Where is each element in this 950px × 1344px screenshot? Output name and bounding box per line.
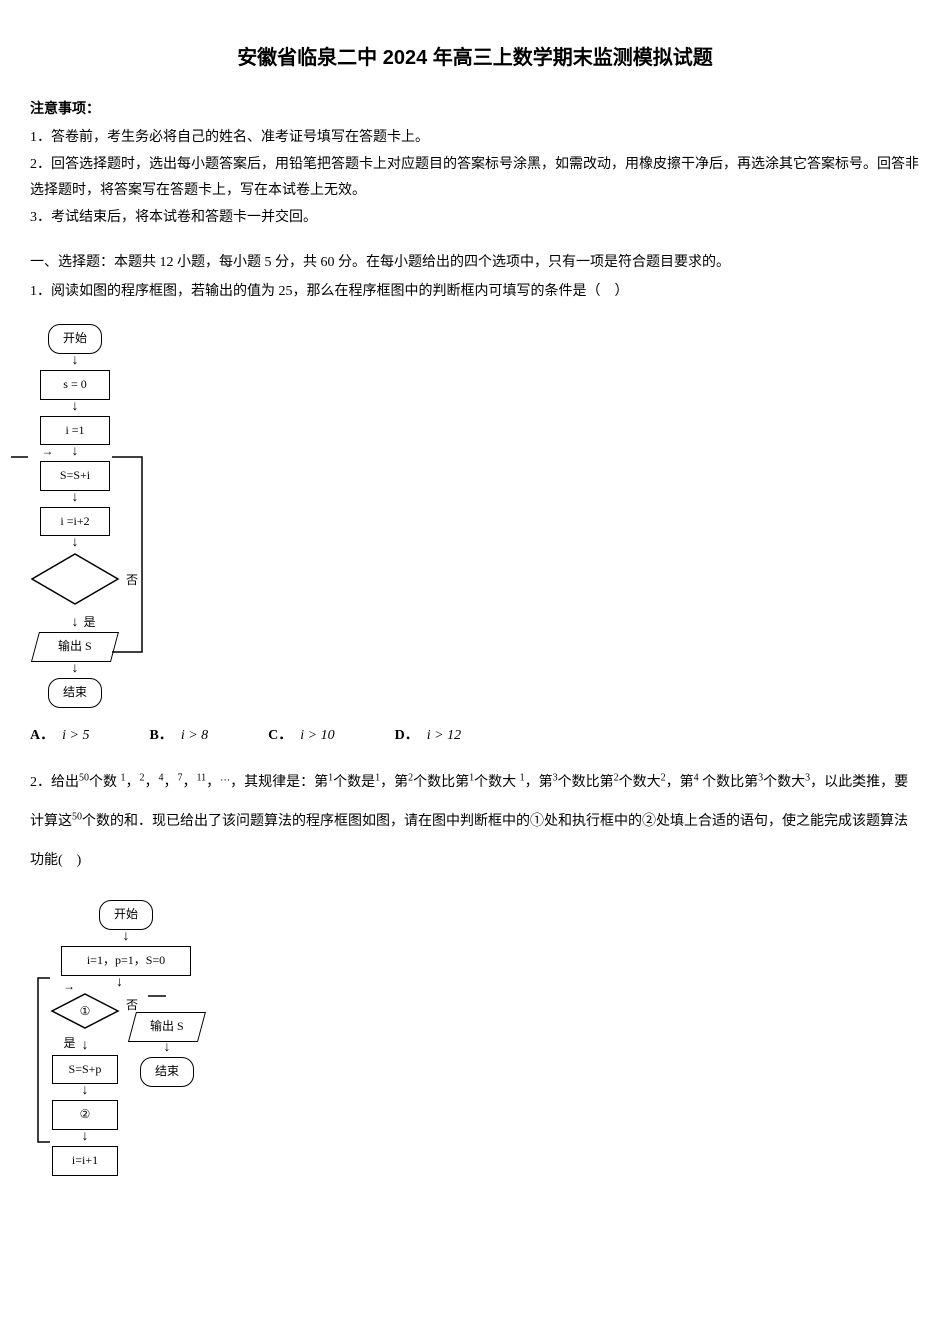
- arrow-icon: →↓: [72, 445, 79, 461]
- option-a-expr: i > 5: [62, 723, 89, 748]
- q1-text: 1．阅读如图的程序框图，若输出的值为 25，那么在程序框图中的判断框内可填写的条…: [30, 279, 920, 304]
- q2-seg: 个数比第: [413, 775, 469, 790]
- fc2-start: 开始: [99, 900, 153, 930]
- q2-seg: ，: [206, 775, 220, 790]
- q2-seg: 2．给出: [30, 775, 79, 790]
- loop-left-icon: [6, 452, 36, 592]
- q2-text: 2．给出50个数 1，2，4，7，11，…，其规律是：第1个数是1，第2个数比第…: [30, 763, 920, 881]
- fc-output: 输出 S: [31, 632, 119, 662]
- q2-flowchart: 开始 ↓ i=1，p=1，S=0 → ↓ ① 否 是↓: [50, 900, 202, 1175]
- option-d: D． i > 12: [395, 723, 461, 748]
- fc2-output: 输出 S: [128, 1012, 206, 1042]
- q2-sup: 11: [197, 772, 207, 783]
- fc2-ii1: i=i+1: [52, 1146, 118, 1176]
- fc-box-ii2: i =i+2: [40, 507, 110, 537]
- question-2: 2．给出50个数 1，2，4，7，11，…，其规律是：第1个数是1，第2个数比第…: [30, 763, 920, 1186]
- fc-end: 结束: [48, 678, 102, 708]
- fc2-label-yes: 是: [64, 1037, 76, 1049]
- fc-label-yes: 是: [84, 616, 96, 628]
- q2-seg: 个数大: [474, 775, 516, 790]
- page-title: 安徽省临泉二中 2024 年高三上数学期末监测模拟试题: [30, 40, 920, 76]
- q2-seg: ，第: [525, 775, 553, 790]
- arrow-icon: ↓: [72, 354, 79, 370]
- section1-header: 一、选择题：本题共 12 小题，每小题 5 分，共 60 分。在每小题给出的四个…: [30, 250, 920, 275]
- fc-start: 开始: [48, 324, 102, 354]
- arrow-icon: ↓: [82, 1130, 89, 1146]
- q2-seg: ，: [126, 775, 140, 790]
- diamond-icon: [30, 552, 120, 607]
- arrow-icon: ↓: [82, 1084, 89, 1100]
- loop-left-icon: [36, 972, 54, 1147]
- q2-sup: 50: [72, 811, 82, 822]
- arrow-icon: → ↓: [61, 976, 191, 992]
- arrow-icon: ↓: [72, 662, 79, 678]
- option-d-expr: i > 12: [427, 723, 461, 748]
- fc2-end: 结束: [140, 1057, 194, 1087]
- loop-line-icon: [112, 452, 152, 732]
- q2-seg: 个数大: [619, 775, 661, 790]
- branch-right-icon: [148, 990, 168, 1002]
- q2-seg: 个数比第: [702, 775, 758, 790]
- q2-seg: 个数的和．现已给出了该问题算法的程序框图如图，请在图中判断框中的①处和执行框中的…: [30, 814, 908, 868]
- q2-seg: 个数是: [333, 775, 375, 790]
- notice-item-1: 1．答卷前，考生务必将自己的姓名、准考证号填写在答题卡上。: [30, 125, 920, 150]
- arrow-icon: ↓是: [72, 616, 79, 632]
- q2-sup: 4: [694, 772, 699, 783]
- notice-section: 注意事项： 1．答卷前，考生务必将自己的姓名、准考证号填写在答题卡上。 2．回答…: [30, 96, 920, 230]
- fc2-diamond-text: ①: [80, 1004, 91, 1018]
- q2-seg: 个数: [89, 775, 117, 790]
- arrow-icon: ↓: [72, 536, 79, 552]
- notice-header: 注意事项：: [30, 96, 920, 121]
- arrow-icon: ↓: [72, 400, 79, 416]
- option-label-b: B．: [149, 723, 172, 748]
- option-label-c: C．: [268, 723, 292, 748]
- q2-seg: ，: [183, 775, 197, 790]
- option-b-expr: i > 8: [181, 723, 208, 748]
- fc2-placeholder2: ②: [52, 1100, 118, 1130]
- option-b: B． i > 8: [149, 723, 208, 748]
- q2-seg: 个数比第: [558, 775, 614, 790]
- q2-seg: ，第: [380, 775, 408, 790]
- q2-seg: ，: [145, 775, 159, 790]
- fc-box-s0: s = 0: [40, 370, 110, 400]
- q1-flowchart: 开始 ↓ s = 0 ↓ i =1 →↓ S=S+i ↓ i =i+2 ↓ 否 …: [30, 324, 120, 707]
- diamond-icon: ①: [50, 992, 120, 1030]
- q1-options: A． i > 5 B． i > 8 C． i > 10 D． i > 12: [30, 723, 920, 748]
- q2-seg: ，: [164, 775, 178, 790]
- question-1: 1．阅读如图的程序框图，若输出的值为 25，那么在程序框图中的判断框内可填写的条…: [30, 279, 920, 748]
- fc-box-ssi: S=S+i: [40, 461, 110, 491]
- option-label-d: D．: [395, 723, 419, 748]
- option-c: C． i > 10: [268, 723, 334, 748]
- notice-item-2: 2．回答选择题时，选出每小题答案后，用铅笔把答题卡上对应题目的答案标号涂黑，如需…: [30, 152, 920, 202]
- option-a: A． i > 5: [30, 723, 89, 748]
- q2-seg: ，其规律是：第: [230, 775, 328, 790]
- option-c-expr: i > 10: [300, 723, 334, 748]
- q2-sup: 50: [79, 772, 89, 783]
- fc-box-i1: i =1: [40, 416, 110, 446]
- fc2-ssp: S=S+p: [52, 1055, 118, 1085]
- fc2-init: i=1，p=1，S=0: [61, 946, 191, 976]
- arrow-icon: 是↓: [82, 1039, 89, 1055]
- notice-item-3: 3．考试结束后，将本试卷和答题卡一并交回。: [30, 205, 920, 230]
- arrow-icon: ↓: [164, 1041, 171, 1057]
- option-label-a: A．: [30, 723, 54, 748]
- arrow-icon: ↓: [123, 930, 130, 946]
- q2-sup: …: [220, 772, 230, 783]
- arrow-icon: ↓: [72, 491, 79, 507]
- q2-seg: ，第: [666, 775, 694, 790]
- q2-seg: 个数大: [763, 775, 805, 790]
